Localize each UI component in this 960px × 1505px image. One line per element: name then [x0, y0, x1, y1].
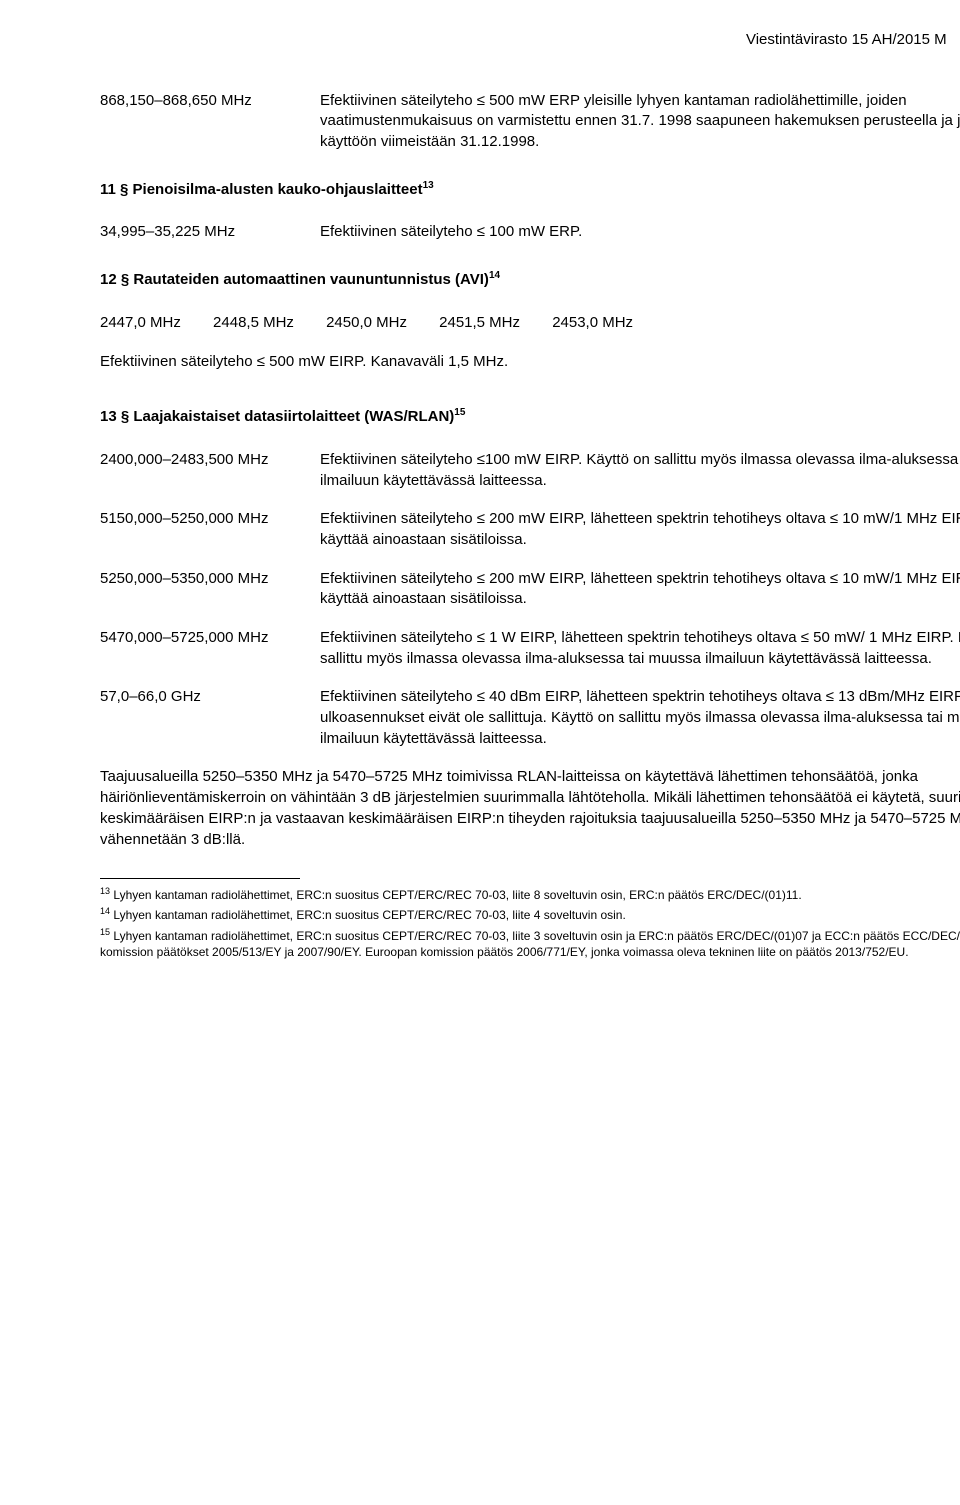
entry-text: Efektiivinen säteilyteho ≤ 1 W EIRP, läh… [320, 628, 960, 669]
section-12-title: 12 § Rautateiden automaattinen vaununtun… [100, 269, 960, 291]
footnote-14: 14 Lyhyen kantaman radiolähettimet, ERC:… [100, 905, 960, 923]
footnote-ref-13: 13 [423, 180, 434, 191]
freq-range: 57,0–66,0 GHz [100, 687, 320, 708]
footnote-number: 13 [100, 886, 110, 896]
page-header: Viestintävirasto 15 AH/2015 M 9 (21) [100, 30, 960, 51]
freq-value: 2451,5 MHz [439, 313, 520, 334]
entry-868: 868,150–868,650 MHz Efektiivinen säteily… [100, 91, 960, 153]
freq-range: 34,995–35,225 MHz [100, 222, 320, 243]
entry-text: Efektiivinen säteilyteho ≤ 40 dBm EIRP, … [320, 687, 960, 749]
entry-s13-0: 2400,000–2483,500 MHz Efektiivinen sätei… [100, 450, 960, 491]
s13-tail-paragraph: Taajuusalueilla 5250–5350 MHz ja 5470–57… [100, 767, 960, 850]
section-12-title-text: 12 § Rautateiden automaattinen vaununtun… [100, 271, 489, 288]
entry-s13-3: 5470,000–5725,000 MHz Efektiivinen sätei… [100, 628, 960, 669]
s12-line: Efektiivinen säteilyteho ≤ 500 mW EIRP. … [100, 352, 960, 373]
section-13-title-text: 13 § Laajakaistaiset datasiirtolaitteet … [100, 408, 454, 425]
entry-text: Efektiivinen säteilyteho ≤ 200 mW EIRP, … [320, 509, 960, 550]
freq-value: 2450,0 MHz [326, 313, 407, 334]
freq-value: 2453,0 MHz [552, 313, 633, 334]
footnote-text: Lyhyen kantaman radiolähettimet, ERC:n s… [113, 908, 625, 922]
entry-s11: 34,995–35,225 MHz Efektiivinen säteilyte… [100, 222, 960, 243]
entry-s13-2: 5250,000–5350,000 MHz Efektiivinen sätei… [100, 569, 960, 610]
entry-s13-4: 57,0–66,0 GHz Efektiivinen säteilyteho ≤… [100, 687, 960, 749]
freq-value: 2447,0 MHz [100, 313, 181, 334]
footnote-number: 14 [100, 906, 110, 916]
header-doc-id: Viestintävirasto 15 AH/2015 M [746, 31, 947, 48]
footnote-ref-14: 14 [489, 270, 500, 281]
entry-text: Efektiivinen säteilyteho ≤100 mW EIRP. K… [320, 450, 960, 491]
footnotes: 13 Lyhyen kantaman radiolähettimet, ERC:… [100, 885, 960, 960]
entry-text: Efektiivinen säteilyteho ≤ 100 mW ERP. [320, 222, 960, 243]
entry-text: Efektiivinen säteilyteho ≤ 200 mW EIRP, … [320, 569, 960, 610]
freq-range: 868,150–868,650 MHz [100, 91, 320, 112]
footnote-text: Lyhyen kantaman radiolähettimet, ERC:n s… [100, 929, 960, 959]
freq-value: 2448,5 MHz [213, 313, 294, 334]
freq-range: 2400,000–2483,500 MHz [100, 450, 320, 471]
freq-range: 5150,000–5250,000 MHz [100, 509, 320, 530]
section-11-title-text: 11 § Pienoisilma-alusten kauko-ohjauslai… [100, 181, 423, 198]
section-11-title: 11 § Pienoisilma-alusten kauko-ohjauslai… [100, 179, 960, 201]
freq-range: 5470,000–5725,000 MHz [100, 628, 320, 649]
entry-text: Efektiivinen säteilyteho ≤ 500 mW ERP yl… [320, 91, 960, 153]
section-13-title: 13 § Laajakaistaiset datasiirtolaitteet … [100, 406, 960, 428]
freq-range: 5250,000–5350,000 MHz [100, 569, 320, 590]
footnote-15: 15 Lyhyen kantaman radiolähettimet, ERC:… [100, 926, 960, 960]
footnote-13: 13 Lyhyen kantaman radiolähettimet, ERC:… [100, 885, 960, 903]
entry-s13-1: 5150,000–5250,000 MHz Efektiivinen sätei… [100, 509, 960, 550]
s12-freq-list: 2447,0 MHz 2448,5 MHz 2450,0 MHz 2451,5 … [100, 313, 960, 334]
footnote-text: Lyhyen kantaman radiolähettimet, ERC:n s… [113, 888, 801, 902]
footnote-separator [100, 878, 300, 879]
footnote-number: 15 [100, 927, 110, 937]
footnote-ref-15: 15 [454, 407, 465, 418]
